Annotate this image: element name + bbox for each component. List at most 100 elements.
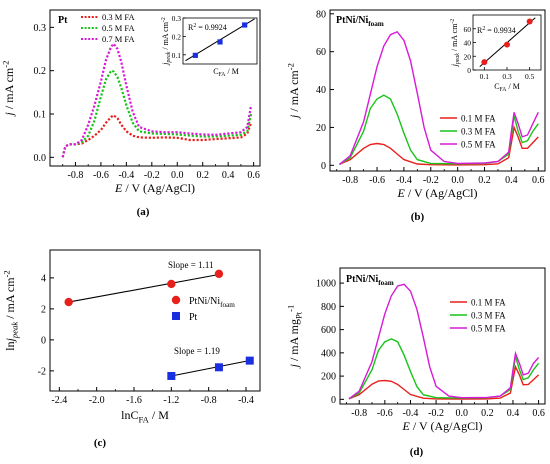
panel-a-series-line (61, 113, 253, 158)
panel-c-legend-label: Pt (189, 312, 198, 323)
panel-b-series-line (339, 94, 539, 165)
panel-d-ylabel: j / mA mgPt​-1​ (285, 305, 303, 370)
panel-c-ylabel: lnjpeak​ / mA cm-2​ (1, 270, 19, 351)
panel-d-xtick-label: 0.0 (455, 408, 468, 419)
panel-b-inset-ytick-label: 20 (464, 52, 472, 61)
panel-b-inset-ytick-label: 0 (467, 66, 471, 75)
panel-d-xtick-label: 0.4 (507, 408, 520, 419)
panel-a-series-line (61, 42, 253, 158)
panel-b-xlabel-part: E (397, 186, 406, 200)
panel-b-series-line (339, 124, 539, 166)
panel-d-series-line (348, 338, 540, 400)
panel-c-xtick-label: -2.0 (89, 395, 105, 406)
panel-b-inset-point (526, 18, 533, 25)
panel-d-ytick-label: 800 (321, 302, 336, 313)
panel-a-ylabel-part: -2 (0, 61, 10, 68)
panel-d-ylabel-part: Pt (293, 311, 303, 319)
panel-d-frame (339, 267, 546, 405)
panel-a-ylabel-part: / mA cm (2, 67, 16, 112)
panel-c-point (167, 279, 176, 289)
panel-d-ylabel-part: -1 (285, 305, 295, 312)
panel-c-annotation-1: Slope = 1.11 (168, 260, 214, 270)
panel-c-legend-label: PtNi/Nifoam​ (189, 296, 235, 309)
panel-b-inset-xlabel-part: / M (506, 82, 519, 91)
panel-a-legend-label: 0.5 M FA (102, 23, 136, 33)
panel-a-ylabel: j / mA cm-2​ (0, 61, 16, 118)
panel-a-inset-xlabel: CFA​ / M (213, 67, 239, 78)
panel-b-inset-xlabel-part: FA (500, 87, 508, 93)
panel-d-ytick-label: 200 (321, 372, 336, 383)
panel-a-inset-ytick-label: 0.3 (172, 14, 182, 23)
panel-a-inset-point (242, 22, 248, 28)
panel-b-ylabel-part: / mA cm (287, 70, 301, 115)
panel-b-label-part: PtNi/Ni (336, 15, 368, 26)
panel-a-series-line (61, 69, 253, 158)
panel-a-xtick-label: -0.2 (144, 170, 160, 181)
panel-c-point (245, 356, 254, 365)
panel-a-ylabel-part: j (2, 111, 16, 117)
panel-a-xlabel-part: / V (Ag/AgCl) (122, 181, 195, 195)
panel-a-xlabel: E / V (Ag/AgCl) (114, 181, 195, 195)
panel-d-series-line (348, 283, 540, 400)
panel-b-ylabel-part: -2 (285, 63, 295, 70)
panel-b-ylabel-part: j (287, 114, 301, 120)
panel-b-inset-xtick-label: 0.1 (480, 72, 490, 81)
panel-b-ylabel: j / mA cm-2​ (285, 63, 301, 120)
panel-c-point (214, 363, 223, 372)
panel-a-ytick-label: 0.0 (34, 153, 47, 164)
panel-d-xtick-label: -0.6 (377, 408, 393, 419)
panel-b-xlabel-part: / V (Ag/AgCl) (405, 186, 478, 200)
panel-d-label: PtNi/Nifoam​ (346, 274, 394, 287)
panel-d-label-part: foam (378, 279, 394, 287)
panel-a-xtick-label: 0.6 (247, 170, 260, 181)
panel-a-inset-annotation-part: 2 (193, 23, 196, 29)
panel-a-legend-label: 0.7 M FA (102, 34, 136, 44)
panel-d-xtick-label: -0.8 (351, 408, 367, 419)
panel-b-inset-annotation-part: R (477, 26, 483, 35)
panel-c-ytick-label: -2 (38, 366, 46, 377)
panel-a-xtick-label: 0.0 (171, 170, 184, 181)
panel-d-xtick-label: -0.2 (428, 408, 444, 419)
panel-a-inset-xlabel-part: FA (219, 72, 227, 78)
panel-a-xlabel-part: E (114, 181, 123, 195)
panel-b-ytick-label: 40 (316, 85, 326, 96)
panel-a-xtick-label: -0.8 (68, 170, 84, 181)
panel-c-fit-line (171, 359, 250, 377)
panel-b-inset-xlabel-part: C (494, 82, 499, 91)
panel-d-xtick-label: 0.2 (481, 408, 494, 419)
panel-c-fit-line (68, 273, 219, 303)
panel-a-inset-point (192, 52, 198, 58)
panel-a-xtick-label: -0.6 (93, 170, 109, 181)
panel-b-series-line (338, 30, 539, 165)
panel-b-xtick-label: 0.2 (478, 175, 491, 186)
panel-b-ytick-label: 0 (321, 161, 326, 172)
panel-c-point (167, 371, 176, 380)
panel-b-xlabel: E / V (Ag/AgCl) (397, 186, 478, 200)
panel-b-legend-label: 0.1 M FA (461, 114, 496, 124)
panel-a-caption: (a) (137, 206, 150, 218)
panel-b-xtick-label: -0.6 (369, 175, 385, 186)
panel-a-inset-xlabel-part: C (213, 67, 218, 76)
panel-b-inset-ylabel-part: / mA cm (450, 23, 459, 53)
panel-b-inset-ylabel-part: peak (455, 53, 461, 65)
panel-a-ytick-label: 0.2 (34, 66, 47, 77)
panel-c-xtick-label: -0.4 (238, 395, 254, 406)
panel-b-inset-ytick-label: 40 (464, 39, 472, 48)
panel-a-xtick-label: -0.4 (118, 170, 134, 181)
panel-b-xtick-label: -0.2 (423, 175, 439, 186)
panel-c-xlabel-part: / M (149, 408, 169, 422)
panel-a-inset-annotation-part: = 0.9924 (196, 23, 227, 32)
panel-b-legend-label: 0.5 M FA (461, 140, 496, 150)
panel-c-ylabel-part: peak (9, 322, 19, 339)
panel-b-inset-point (504, 41, 510, 48)
panel-c-xtick-label: -1.2 (163, 395, 179, 406)
panel-c-xlabel: lnCFA​ / M (121, 408, 169, 424)
panel-a-inset-ylabel-part: -2 (161, 17, 167, 22)
panel-d-caption: (d) (410, 446, 424, 458)
panel-a-frame (49, 9, 261, 167)
panel-c-caption: (c) (94, 437, 107, 449)
panel-d-ytick-label: 1000 (316, 279, 336, 290)
panel-c-ytick-label: 0 (41, 335, 46, 346)
panel-d-ylabel-part: / mA mg (287, 319, 301, 364)
panel-c-xtick-label: -1.6 (126, 395, 142, 406)
